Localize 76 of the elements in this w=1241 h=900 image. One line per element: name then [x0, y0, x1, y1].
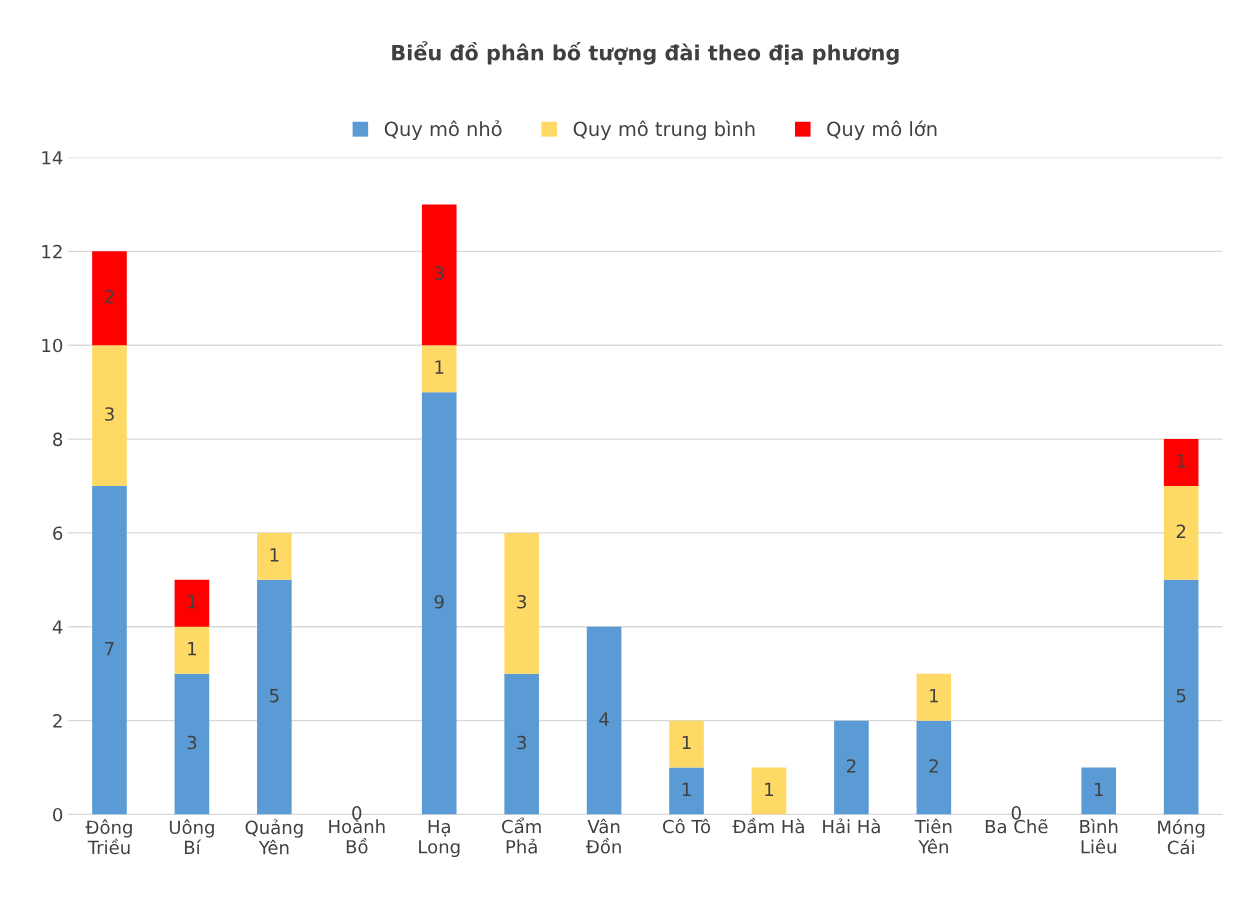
data-label: 2 — [846, 759, 856, 773]
legend-label: Quy mô nhỏ — [384, 120, 502, 140]
data-label: 3 — [187, 735, 197, 750]
x-tick-label: Hải Hà — [823, 818, 880, 834]
bar — [669, 720, 704, 768]
y-tick-label: 6 — [53, 526, 63, 541]
bar — [751, 767, 787, 815]
data-label: 2 — [929, 759, 938, 773]
bar — [1163, 486, 1199, 580]
data-label: 1 — [930, 689, 938, 703]
data-label: 9 — [434, 594, 444, 609]
bar — [257, 579, 292, 815]
data-label: 0 — [1011, 806, 1021, 820]
x-tick-label: Móng Cái — [1158, 819, 1205, 855]
x-tick-label: Đông Triều — [85, 819, 132, 855]
data-label: 1 — [1094, 782, 1103, 797]
bar — [1163, 579, 1199, 815]
x-tick-label: Vân Đồn — [585, 818, 621, 854]
x-tick-label: Cẩm Phả — [502, 817, 541, 854]
data-label: 3 — [517, 735, 526, 750]
y-tick-label: 8 — [53, 432, 63, 447]
bar — [257, 532, 292, 580]
y-tick-label: 10 — [42, 338, 63, 353]
data-label: 2 — [105, 289, 114, 304]
y-tick-label: 2 — [53, 714, 62, 728]
y-tick-label: 0 — [53, 807, 63, 822]
bar — [1163, 439, 1199, 486]
bar — [92, 486, 127, 815]
bar — [504, 532, 539, 674]
data-label: 1 — [435, 360, 444, 374]
bar — [174, 626, 210, 674]
data-label: 1 — [188, 595, 196, 609]
bar — [504, 673, 539, 815]
bar — [586, 626, 622, 815]
chart-title: Biểu đồ phân bố tượng đài theo địa phương — [392, 41, 899, 65]
data-label: 4 — [599, 712, 609, 726]
x-tick-label: Uông Bí — [169, 819, 214, 855]
y-tick-label: 4 — [52, 620, 63, 634]
data-label: 3 — [105, 407, 114, 421]
bar — [421, 345, 457, 393]
data-label: 2 — [1176, 524, 1186, 538]
bar — [916, 720, 952, 815]
bar — [174, 673, 210, 815]
data-label: 3 — [434, 266, 444, 281]
bar — [92, 345, 127, 486]
x-tick-label: Ba Chẽ — [985, 819, 1048, 834]
data-label: 1 — [270, 548, 279, 562]
data-label: 5 — [270, 689, 279, 703]
bar — [1081, 767, 1117, 815]
bar — [669, 767, 704, 815]
data-label: 7 — [105, 642, 114, 656]
x-tick-label: Hoành Bồ — [329, 818, 385, 854]
y-tick-label: 12 — [42, 244, 62, 259]
data-label: 1 — [682, 782, 691, 797]
data-label: 1 — [1177, 454, 1186, 468]
bar — [174, 579, 210, 627]
x-tick-label: Đầm Hà — [732, 817, 804, 834]
x-tick-label: Cô Tô — [663, 818, 711, 834]
x-tick-label: Bình Liêu — [1080, 818, 1118, 854]
data-label: 1 — [682, 735, 691, 750]
bar — [421, 392, 457, 815]
x-tick-label: Tiên Yên — [914, 818, 952, 854]
data-label: 3 — [517, 594, 526, 609]
data-label: 0 — [352, 806, 362, 820]
data-label: 5 — [1176, 689, 1186, 703]
legend-label: Quy mô lớn — [827, 120, 937, 140]
y-tick-label: 14 — [42, 151, 63, 165]
bar — [92, 251, 127, 346]
bar — [834, 720, 869, 815]
bar — [916, 673, 952, 721]
legend-label: Quy mô trung bình — [573, 120, 755, 140]
data-label: 1 — [765, 782, 774, 797]
bar — [421, 204, 457, 346]
data-label: 1 — [188, 642, 196, 656]
x-tick-label: Hạ Long — [419, 819, 460, 858]
x-tick-label: Quảng Yên — [245, 819, 303, 855]
